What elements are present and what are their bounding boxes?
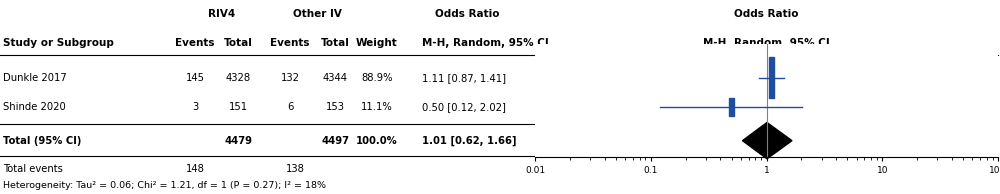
Text: 132: 132	[280, 73, 300, 83]
Bar	[729, 98, 734, 116]
Text: Total (95% CI): Total (95% CI)	[3, 136, 81, 146]
Text: RIV4: RIV4	[208, 9, 235, 19]
Text: 4344: 4344	[322, 73, 348, 83]
Text: 100.0%: 100.0%	[356, 136, 398, 146]
Text: Dunkle 2017: Dunkle 2017	[3, 73, 67, 83]
Text: 4479: 4479	[224, 136, 252, 146]
Text: Other IV: Other IV	[293, 9, 342, 19]
Bar	[769, 57, 774, 98]
Text: 0.50 [0.12, 2.02]: 0.50 [0.12, 2.02]	[422, 102, 506, 112]
Text: Total: Total	[321, 38, 349, 48]
Text: Total events: Total events	[3, 164, 63, 174]
Text: 1.11 [0.87, 1.41]: 1.11 [0.87, 1.41]	[422, 73, 506, 83]
Text: 145: 145	[186, 73, 205, 83]
Text: 151: 151	[228, 102, 248, 112]
Text: 138: 138	[286, 164, 304, 174]
Text: Shinde 2020: Shinde 2020	[3, 102, 66, 112]
Text: 1.01 [0.62, 1.66]: 1.01 [0.62, 1.66]	[422, 136, 516, 146]
Text: Study or Subgroup: Study or Subgroup	[3, 38, 114, 48]
Text: M-H, Random, 95% CI: M-H, Random, 95% CI	[422, 38, 549, 48]
Text: 4497: 4497	[321, 136, 349, 146]
Text: 4328: 4328	[225, 73, 251, 83]
Text: Weight: Weight	[356, 38, 398, 48]
Text: Events: Events	[270, 38, 310, 48]
Polygon shape	[742, 122, 792, 159]
Text: Events: Events	[175, 38, 215, 48]
Text: 6: 6	[287, 102, 293, 112]
Text: 148: 148	[186, 164, 204, 174]
Text: Odds Ratio: Odds Ratio	[734, 9, 799, 19]
Text: 153: 153	[326, 102, 344, 112]
Text: Odds Ratio: Odds Ratio	[435, 9, 499, 19]
Text: 11.1%: 11.1%	[361, 102, 393, 112]
Text: 88.9%: 88.9%	[361, 73, 393, 83]
Text: Total: Total	[224, 38, 252, 48]
Text: 3: 3	[192, 102, 198, 112]
Text: M-H, Random, 95% CI: M-H, Random, 95% CI	[703, 38, 830, 48]
Text: Heterogeneity: Tau² = 0.06; Chi² = 1.21, df = 1 (P = 0.27); I² = 18%: Heterogeneity: Tau² = 0.06; Chi² = 1.21,…	[3, 181, 326, 190]
